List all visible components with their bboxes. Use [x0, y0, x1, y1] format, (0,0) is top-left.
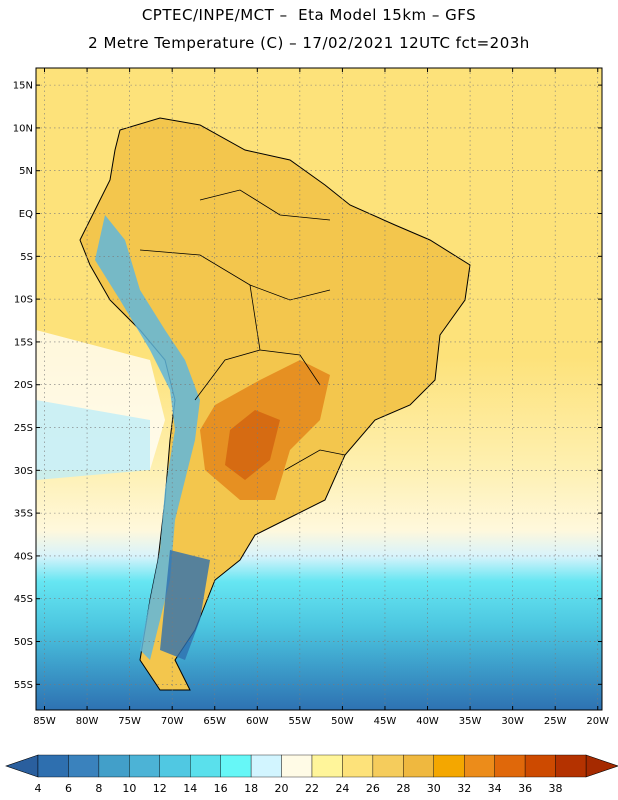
colorbar-label: 32: [457, 782, 471, 795]
colorbar-label: 26: [366, 782, 380, 795]
colorbar-swatch: [342, 754, 374, 778]
lat-tick-label: 35S: [14, 509, 33, 520]
lon-tick-label: 50W: [331, 716, 354, 727]
temperature-field: [36, 68, 602, 710]
colorbar-label: 30: [427, 782, 441, 795]
lat-tick-label: EQ: [19, 209, 33, 220]
colorbar-swatch: [281, 754, 313, 778]
colorbar-label: 12: [153, 782, 167, 795]
colorbar-swatch: [98, 754, 130, 778]
lon-tick-label: 40W: [416, 716, 439, 727]
colorbar-label: 4: [35, 782, 42, 795]
lon-tick-label: 25W: [544, 716, 567, 727]
lon-tick-label: 65W: [203, 716, 226, 727]
lat-tick-label: 30S: [14, 466, 33, 477]
map-title-line-1: CPTEC/INPE/MCT – Eta Model 15km – GFS: [141, 6, 477, 24]
lon-tick-label: 80W: [76, 716, 99, 727]
colorbar-label: 24: [335, 782, 349, 795]
lon-tick-label: 85W: [33, 716, 56, 727]
andes-cold-strip: [95, 215, 200, 660]
lat-tick-label: 40S: [14, 551, 33, 562]
lon-tick-label: 30W: [501, 716, 524, 727]
pacific-cool-band: [36, 400, 150, 480]
colorbar-swatch: [524, 754, 556, 778]
lat-tick-label: 10N: [13, 123, 33, 134]
lon-tick-label: 75W: [118, 716, 141, 727]
latitude-axis: 15N 10N 5N EQ 5S 10S 15S 20S 25S 30S 35S 40S 45S 50S 5…: [13, 81, 602, 691]
colorbar-label: 10: [122, 782, 136, 795]
colorbar-swatch: [403, 754, 434, 778]
colorbar-swatch: [129, 754, 160, 778]
colorbar-label: 34: [488, 782, 502, 795]
colorbar-swatch: [464, 754, 495, 778]
colorbar-label: 6: [65, 782, 72, 795]
colorbar-label: 16: [214, 782, 228, 795]
colorbar-swatch: [37, 754, 69, 778]
colorbar-swatch: [555, 754, 587, 778]
lat-tick-label: 45S: [14, 594, 33, 605]
lat-tick-label: 55S: [14, 680, 33, 691]
lat-tick-label: 5S: [20, 252, 33, 263]
colorbar-swatch: [494, 754, 526, 778]
patagonia-cold-region: [160, 550, 210, 660]
colorbar-label: 28: [396, 782, 410, 795]
lat-tick-label: 15N: [13, 81, 33, 92]
colorbar-label: 18: [244, 782, 258, 795]
colorbar-label: 38: [549, 782, 563, 795]
colorbar-swatch: [372, 754, 404, 778]
map-title-line-2: 2 Metre Temperature (C) – 17/02/2021 12U…: [88, 34, 530, 52]
lon-tick-label: 70W: [161, 716, 184, 727]
colorbar-swatch: [159, 754, 191, 778]
longitude-axis: 85W 80W 75W 70W 65W 60W 55W 50W 45W 40W 35W 30W 25W 2…: [33, 68, 609, 727]
lat-tick-label: 5N: [19, 166, 33, 177]
lat-tick-label: 15S: [14, 337, 33, 348]
lon-tick-label: 60W: [246, 716, 269, 727]
colorbar-high-arrow: [585, 754, 618, 778]
lat-tick-label: 20S: [14, 380, 33, 391]
colorbar-swatch: [220, 754, 252, 778]
colorbar: 4 6 8 10 12 14 16 18 20 22 24 26 28 30 32 34 36 38: [5, 754, 618, 795]
country-borders: [139, 189, 346, 471]
lon-tick-label: 55W: [289, 716, 312, 727]
colorbar-label: 22: [305, 782, 319, 795]
colorbar-swatch: [311, 754, 343, 778]
colorbar-label: 8: [95, 782, 102, 795]
colorbar-swatch: [68, 754, 100, 778]
lon-tick-label: 45W: [374, 716, 397, 727]
lat-tick-label: 25S: [14, 423, 33, 434]
colorbar-swatch: [190, 754, 221, 778]
lon-tick-label: 20W: [586, 716, 609, 727]
lat-tick-label: 10S: [14, 295, 33, 306]
colorbar-label: 36: [518, 782, 532, 795]
lat-tick-label: 50S: [14, 637, 33, 648]
colorbar-label: 20: [275, 782, 289, 795]
colorbar-swatch: [250, 754, 282, 778]
colorbar-label: 14: [183, 782, 197, 795]
map-frame: [35, 67, 603, 711]
lon-tick-label: 35W: [459, 716, 482, 727]
colorbar-low-arrow: [5, 754, 39, 778]
colorbar-swatch: [433, 754, 465, 778]
